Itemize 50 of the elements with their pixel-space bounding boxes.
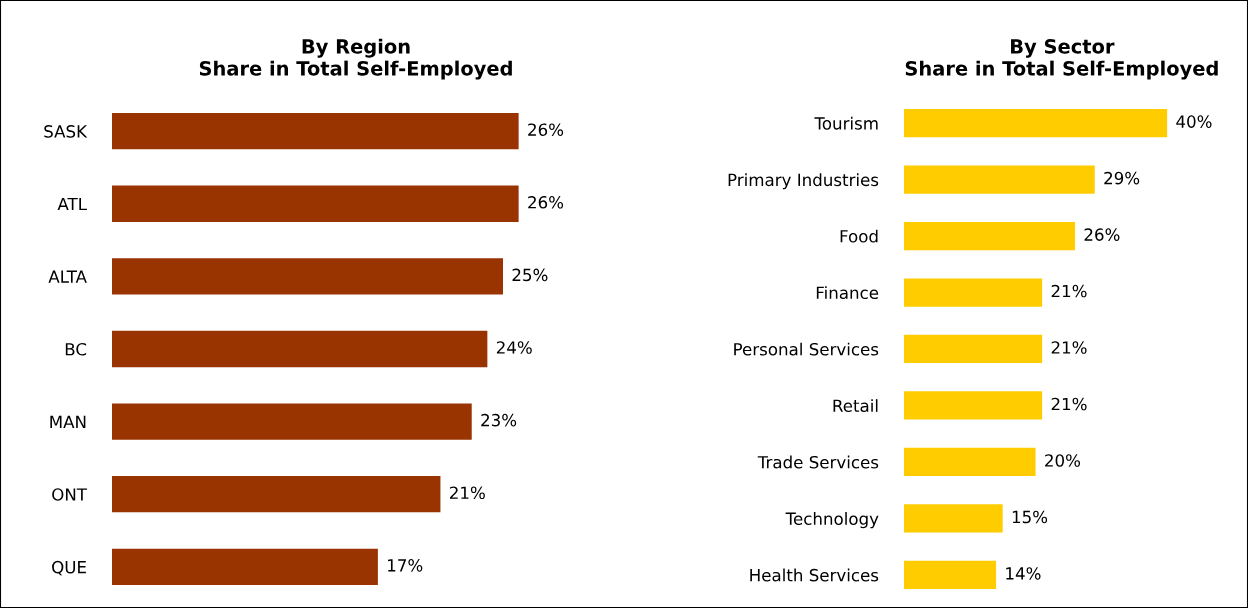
data-label: 21%	[1051, 284, 1087, 298]
bar	[904, 278, 1043, 307]
y-tick-label: BC	[65, 342, 87, 356]
bar	[904, 165, 1095, 194]
bar	[904, 560, 997, 590]
y-tick-label: Trade Services	[757, 455, 879, 469]
y-tick-label: ATL	[57, 197, 87, 211]
bar	[112, 258, 503, 295]
y-tick-label: SASK	[44, 125, 88, 138]
y-tick-label: Primary Industries	[728, 173, 879, 190]
data-label: 17%	[388, 559, 423, 572]
bar	[112, 113, 519, 150]
data-label: 25%	[512, 268, 548, 282]
y-tick-label: Retail	[833, 399, 878, 413]
bar	[112, 403, 472, 440]
data-label: 24%	[496, 341, 532, 354]
data-label: 29%	[1104, 171, 1140, 185]
bar	[904, 221, 1076, 251]
data-label: 26%	[1084, 228, 1120, 241]
bar	[904, 334, 1043, 364]
data-label: 14%	[1006, 567, 1041, 580]
data-label: 15%	[1012, 510, 1048, 524]
data-label: 21%	[1051, 341, 1087, 354]
y-tick-label: ONT	[52, 488, 88, 501]
data-label: 21%	[449, 486, 485, 500]
y-tick-label: Technology	[785, 512, 879, 529]
bar	[904, 391, 1043, 420]
data-label: 23%	[481, 413, 517, 427]
data-label: 21%	[1051, 397, 1087, 411]
bar	[112, 476, 441, 513]
data-label: 20%	[1045, 454, 1081, 467]
chart-title: By Region Share in Total Self-Employed	[199, 38, 512, 80]
y-tick-label: QUE	[52, 560, 86, 576]
y-tick-label: ALTA	[48, 270, 87, 283]
y-tick-label: Tourism	[814, 116, 878, 130]
bar	[904, 504, 1003, 533]
chart-title: By Sector Share in Total Self-Employed	[905, 39, 1218, 80]
data-label: 40%	[1176, 115, 1212, 128]
data-label: 26%	[528, 196, 564, 209]
bar	[112, 330, 488, 368]
y-tick-label: MAN	[50, 415, 86, 428]
bar	[112, 185, 519, 222]
y-tick-label: Personal Services	[734, 342, 879, 356]
y-tick-label: Finance	[816, 286, 879, 300]
bar	[112, 548, 378, 585]
y-tick-label: Food	[840, 229, 878, 243]
bar	[904, 447, 1036, 477]
y-tick-label: Health Services	[750, 568, 879, 582]
bar	[904, 108, 1168, 138]
data-label: 26%	[528, 123, 564, 136]
